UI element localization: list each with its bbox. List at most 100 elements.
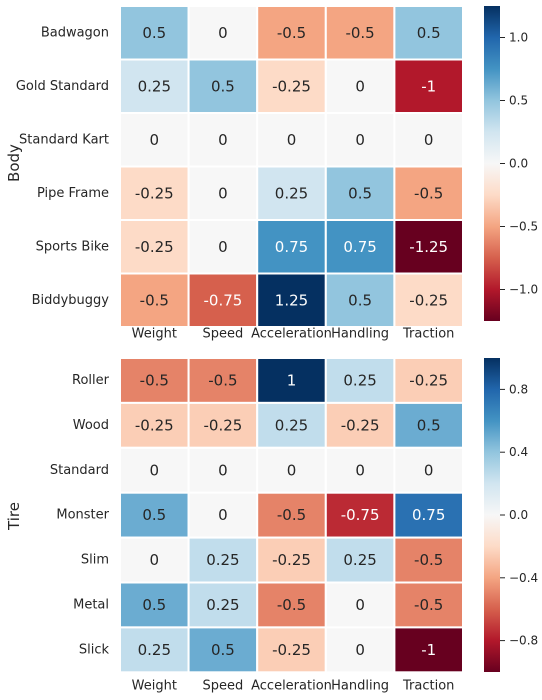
heatmap-cell [187, 491, 259, 539]
cell-value-label: 0.5 [348, 291, 372, 309]
heatmap-cell [119, 219, 190, 275]
colorbar-tick-label: −0.5 [509, 220, 538, 234]
heatmap-cell [119, 58, 190, 114]
heatmap-cell [324, 165, 396, 221]
cell-value-label: 0.5 [211, 641, 235, 659]
row-label-sports-bike: Sports Bike [36, 239, 109, 254]
colorbar-tick-label: 0.4 [509, 445, 528, 459]
cell-value-label: -0.5 [277, 506, 306, 524]
row-label-pipe-frame: Pipe Frame [37, 186, 109, 201]
cell-value-label: 0 [218, 461, 228, 479]
cell-value-label: 0.25 [138, 641, 171, 659]
cell-value-label: 0 [150, 461, 160, 479]
cell-value-label: 0.25 [206, 596, 239, 614]
heatmap-cell [119, 165, 190, 221]
cell-value-label: -0.5 [277, 596, 306, 614]
cell-value-label: 0.25 [275, 416, 308, 434]
y-axis-title: Tire [5, 502, 23, 531]
column-label-acceleration: Acceleration [251, 679, 332, 694]
heatmap-cell [393, 581, 464, 629]
row-label-biddybuggy: Biddybuggy [32, 293, 110, 308]
column-label-weight: Weight [132, 327, 177, 342]
row-label-standard-kart: Standard Kart [19, 132, 109, 147]
cell-value-label: 0 [424, 131, 434, 149]
column-label-weight: Weight [132, 679, 177, 694]
heatmap-cell [187, 112, 259, 168]
heatmap-cell [393, 58, 464, 114]
cell-value-label: 0 [218, 24, 228, 42]
cell-value-label: -1 [421, 77, 436, 95]
colorbar-tick-label: 0.0 [509, 157, 528, 171]
cell-value-label: -0.5 [345, 24, 374, 42]
cell-value-label: 0.5 [142, 596, 166, 614]
cell-value-label: 0 [355, 131, 365, 149]
cell-value-label: -1 [421, 641, 436, 659]
heatmap-cell [393, 446, 464, 494]
heatmap-cell [256, 58, 327, 114]
cell-value-label: -0.25 [272, 641, 311, 659]
cell-value-label: 0 [218, 506, 228, 524]
cell-value-label: -0.5 [414, 184, 443, 202]
tire-heatmap: -0.5 -0.5 1 0.25 -0.25 -0.25 -0.25 0.25 -0.25 0.5… [5, 357, 538, 694]
heatmap-cell [256, 401, 327, 449]
cell-value-label: -0.5 [208, 371, 237, 389]
row-label-slim: Slim [81, 553, 109, 568]
cell-value-label: 0.5 [142, 506, 166, 524]
cell-value-label: 0.5 [417, 416, 441, 434]
colorbar-tick-label: 0.8 [509, 382, 528, 396]
colorbar-tick-label: −0.4 [509, 571, 538, 585]
cell-value-label: 0 [424, 461, 434, 479]
colorbar-tick-label: 1.0 [509, 31, 528, 45]
row-label-roller: Roller [72, 373, 110, 388]
cell-value-label: 0.25 [275, 184, 308, 202]
row-label-metal: Metal [73, 597, 109, 612]
cell-value-label: 0 [355, 596, 365, 614]
heatmap-cell [393, 272, 464, 328]
colorbar [484, 6, 500, 321]
heatmap-cell [187, 536, 259, 584]
column-label-handling: Handling [331, 327, 389, 342]
cell-value-label: -0.5 [277, 24, 306, 42]
column-label-speed: Speed [203, 327, 244, 342]
cell-value-label: -0.25 [409, 291, 448, 309]
heatmap-cell [187, 446, 259, 494]
heatmap-cell [324, 491, 396, 539]
row-label-slick: Slick [79, 642, 110, 657]
cell-value-label: 1.25 [275, 291, 308, 309]
heatmap-cell [324, 272, 396, 328]
cell-value-label: 0.5 [211, 77, 235, 95]
heatmap-cell [119, 446, 190, 494]
column-label-handling: Handling [331, 679, 389, 694]
heatmap-cell [324, 536, 396, 584]
cell-value-label: 0 [355, 641, 365, 659]
cell-value-label: 0.5 [348, 184, 372, 202]
cell-value-label: 0.25 [343, 551, 376, 569]
cell-value-label: 0.75 [275, 238, 308, 256]
colorbar-tick-label: −1.0 [509, 283, 538, 297]
cell-value-label: 0.75 [412, 506, 445, 524]
column-label-traction: Traction [402, 679, 454, 694]
row-label-standard: Standard [50, 463, 109, 478]
cell-value-label: -0.25 [135, 184, 174, 202]
cell-value-label: 0 [150, 551, 160, 569]
heatmap-cell [256, 272, 327, 328]
row-label-monster: Monster [56, 508, 109, 523]
heatmap-cell [393, 401, 464, 449]
heatmap-cell [393, 165, 464, 221]
y-axis-title: Body [5, 144, 23, 182]
cell-value-label: 0 [150, 131, 160, 149]
cell-value-label: -0.5 [414, 551, 443, 569]
column-label-speed: Speed [203, 679, 244, 694]
body-heatmap: 0.5 0 -0.5 -0.5 0.5 0.25 0.5 -0.25 0 -1 0 0 0 0 0 -0.25… [5, 5, 538, 342]
cell-value-label: 0 [287, 131, 297, 149]
cell-value-label: 0 [218, 184, 228, 202]
cell-value-label: -0.75 [203, 291, 242, 309]
heatmap-cell [187, 219, 259, 275]
cell-value-label: -1.25 [409, 238, 448, 256]
heatmap-cell [256, 626, 327, 674]
heatmap-cell [393, 536, 464, 584]
heatmap-cell [393, 626, 464, 674]
colorbar-tick-label: 0.0 [509, 508, 528, 522]
heatmap-cell [187, 165, 259, 221]
cell-value-label: -0.25 [135, 416, 174, 434]
